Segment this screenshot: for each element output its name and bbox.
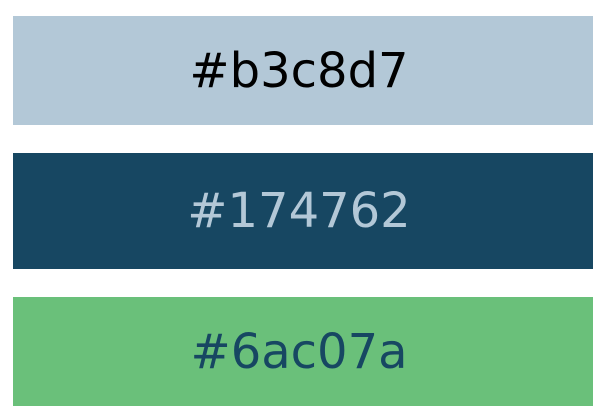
- swatch-hex-label: #174762: [187, 183, 411, 239]
- swatch-hex-label: #6ac07a: [190, 323, 408, 380]
- color-swatch-6ac07a: #6ac07a: [13, 297, 593, 406]
- swatch-hex-label: #b3c8d7: [189, 42, 409, 99]
- color-swatch-174762: #174762: [13, 153, 593, 269]
- color-swatch-b3c8d7: #b3c8d7: [13, 16, 593, 125]
